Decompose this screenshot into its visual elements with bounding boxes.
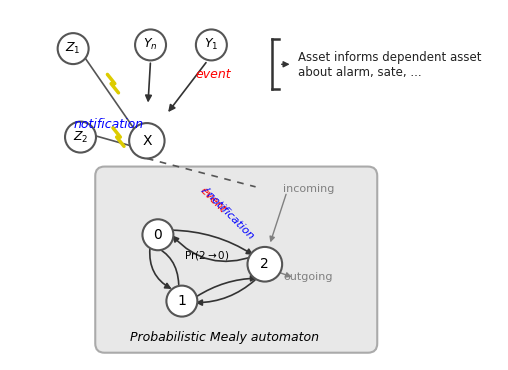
Text: event: event (199, 185, 228, 215)
Circle shape (57, 33, 88, 64)
Circle shape (65, 122, 96, 152)
Text: $Y_1$: $Y_1$ (204, 37, 218, 53)
Text: outgoing: outgoing (283, 272, 333, 282)
Text: $Z_2$: $Z_2$ (73, 130, 88, 145)
Text: / notification: / notification (200, 185, 256, 241)
FancyBboxPatch shape (96, 166, 377, 353)
Text: $Y_n$: $Y_n$ (143, 37, 158, 53)
Circle shape (142, 219, 173, 250)
Text: $\mathrm{Pr}(2{\to}0)$: $\mathrm{Pr}(2{\to}0)$ (184, 249, 229, 262)
Text: event: event (196, 68, 231, 81)
Circle shape (129, 123, 165, 158)
Text: notification: notification (73, 118, 143, 131)
Circle shape (196, 30, 227, 60)
Text: 2: 2 (261, 257, 269, 271)
Circle shape (247, 247, 282, 282)
Circle shape (167, 286, 198, 317)
Text: $Z_1$: $Z_1$ (66, 41, 81, 56)
Text: X: X (142, 134, 151, 148)
Text: 1: 1 (177, 294, 186, 308)
Text: incoming: incoming (283, 184, 335, 194)
Text: Probabilistic Mealy automaton: Probabilistic Mealy automaton (130, 332, 319, 344)
Text: 0: 0 (153, 228, 162, 242)
Circle shape (135, 30, 166, 60)
Text: Asset informs dependent asset
about alarm, sate, ...: Asset informs dependent asset about alar… (298, 51, 482, 79)
